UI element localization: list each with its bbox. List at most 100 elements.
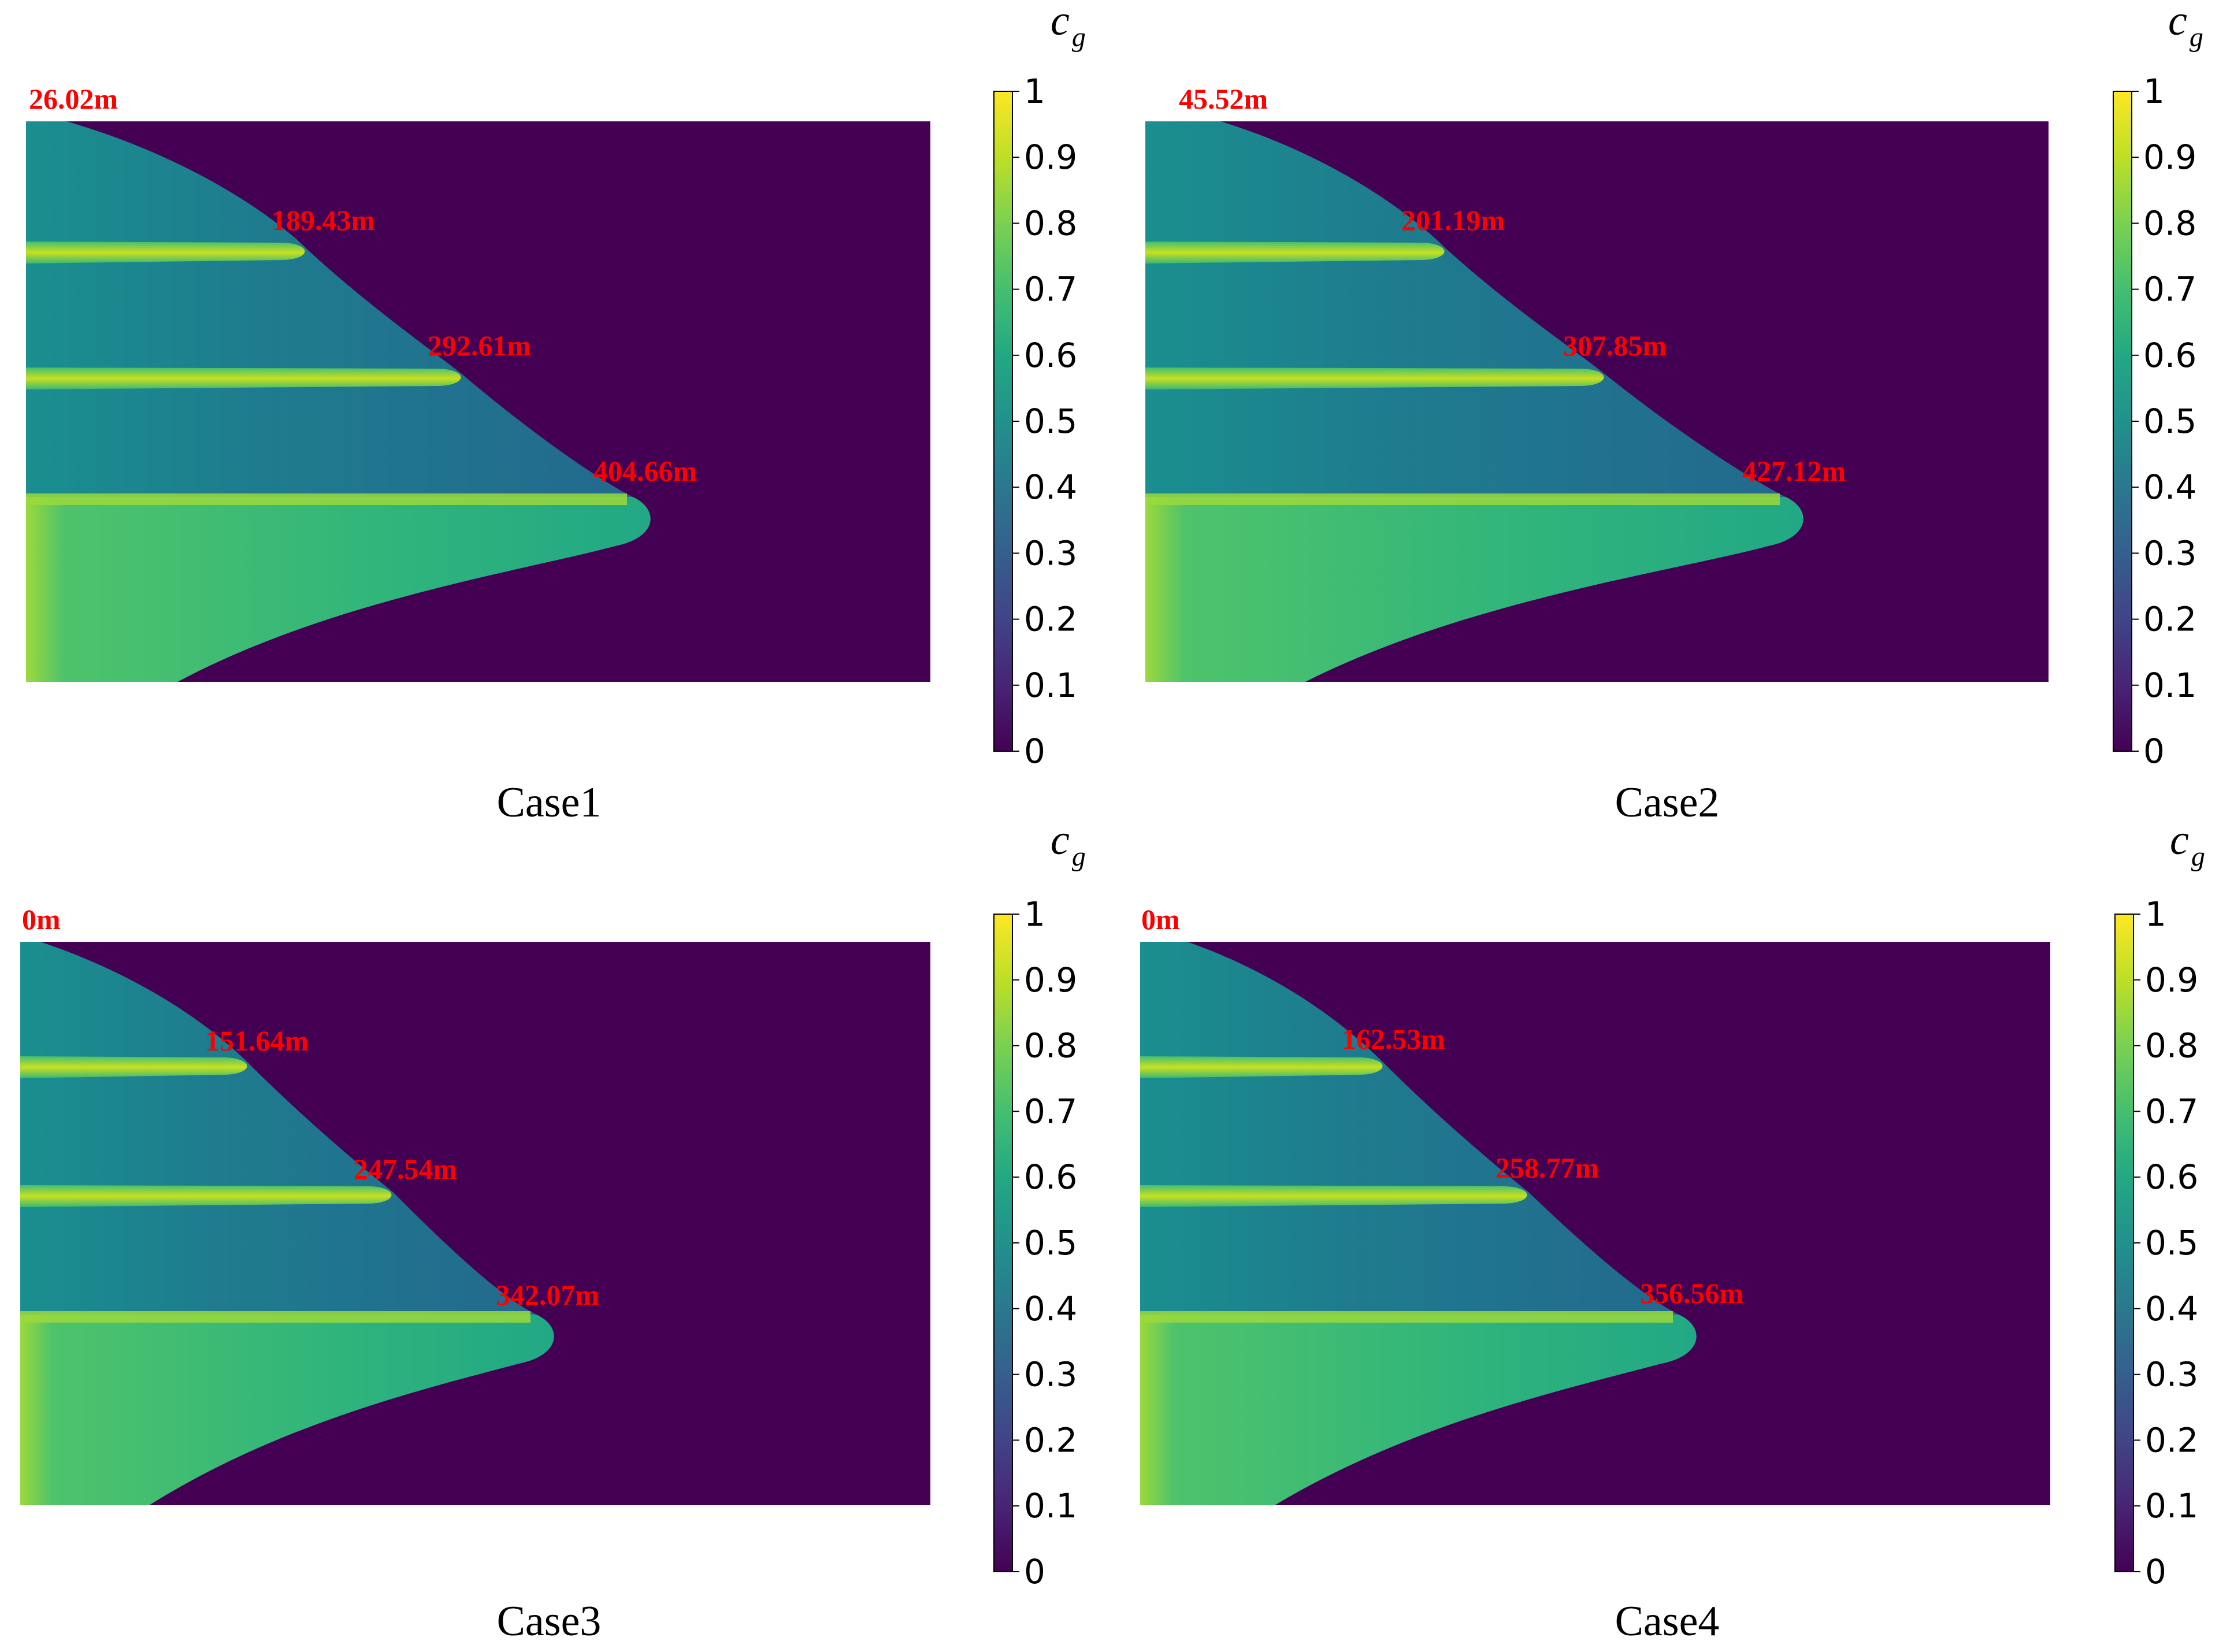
- colorbar-tick-label: 0.7: [2145, 1092, 2198, 1131]
- annotation-3: 292.61m: [428, 329, 531, 362]
- colorbar-tick-label: 1: [2145, 894, 2166, 934]
- bright-stripe-3: [1145, 493, 1780, 505]
- colorbar-label: cg: [2170, 816, 2205, 872]
- bright-stripe-3: [20, 1311, 530, 1323]
- annotation-3: 258.77m: [1496, 1152, 1599, 1184]
- annotation-2: 162.53m: [1342, 1023, 1445, 1055]
- colorbar-tick-label: 0.3: [2143, 533, 2196, 573]
- annotation-1: 26.02m: [29, 83, 118, 115]
- colorbar-label: cg: [2168, 0, 2203, 53]
- colorbar-label: cg: [1051, 816, 1086, 872]
- bright-stripe-2: [1145, 367, 1604, 389]
- panel-case2: 45.52m201.19m307.85m427.12mCase200.10.20…: [1145, 0, 2203, 826]
- colorbar-tick-label: 0.8: [1024, 1026, 1077, 1066]
- colorbar: 0 0.1 0.2 0.3 0.4 0.5 0.6 0.7 0.8 0.9 1cg: [993, 816, 1086, 1591]
- panel-title: Case4: [1615, 1598, 1720, 1645]
- annotation-2: 151.64m: [205, 1024, 309, 1057]
- colorbar-tick-label: 0.4: [2145, 1289, 2198, 1328]
- colorbar-tick-label: 0.1: [2145, 1486, 2198, 1525]
- annotation-1: 45.52m: [1179, 83, 1268, 115]
- colorbar-tick-label: 0.5: [1024, 1223, 1077, 1263]
- colorbar-tick-label: 1: [2143, 72, 2165, 111]
- colorbar-tick-label: 0.2: [2143, 600, 2196, 639]
- annotation-3: 247.54m: [354, 1153, 457, 1185]
- annotation-1: 0m: [1141, 903, 1180, 935]
- colorbar-gradient: [993, 914, 1013, 1572]
- region-high-value: [26, 497, 651, 682]
- region-high-value: [1145, 497, 1804, 682]
- colorbar-tick-label: 1: [1024, 72, 1045, 111]
- annotation-4: 404.66m: [593, 455, 697, 487]
- bright-stripe-1: [26, 242, 305, 263]
- annotation-1: 0m: [22, 903, 61, 935]
- colorbar-tick-label: 0.2: [1024, 1420, 1077, 1460]
- colorbar-tick-label: 0.8: [2145, 1026, 2198, 1066]
- colorbar-tick-label: 0.3: [1024, 533, 1077, 573]
- panel-title: Case3: [497, 1598, 602, 1645]
- bright-stripe-3: [26, 493, 627, 505]
- colorbar-tick-label: 0.6: [2145, 1157, 2198, 1197]
- colorbar-tick-label: 0.1: [1024, 1486, 1077, 1525]
- colorbar-tick-label: 0.7: [2143, 270, 2196, 309]
- region-mid-value: [1145, 121, 1786, 497]
- bright-stripe-1: [1140, 1056, 1383, 1078]
- colorbar-tick-label: 0.4: [1024, 1289, 1077, 1328]
- annotation-4: 427.12m: [1742, 455, 1846, 487]
- panel-title: Case2: [1615, 779, 1720, 826]
- annotation-4: 342.07m: [496, 1279, 599, 1311]
- colorbar-tick-label: 0.5: [2145, 1223, 2198, 1263]
- region-high-value: [1140, 1315, 1697, 1505]
- panel-title: Case1: [497, 779, 602, 826]
- colorbar-tick-label: 0.3: [1024, 1355, 1077, 1394]
- colorbar-label-subscript: g: [2190, 22, 2203, 53]
- colorbar-tick-label: 0.8: [1024, 203, 1077, 243]
- annotation-2: 201.19m: [1401, 204, 1505, 236]
- colorbar-tick-label: 0.7: [1024, 270, 1077, 309]
- panel-case4: 0m 162.53m 258.77m 356.56m Case4 0 0.1 0.2 0.3 0.…: [1140, 816, 2205, 1645]
- colorbar-tick-label: 0.5: [1024, 402, 1077, 441]
- annotation-2: 189.43m: [272, 204, 375, 236]
- colorbar: 0 0.1 0.2 0.3 0.4 0.5 0.6 0.7 0.8 0.9 1cg: [993, 0, 1086, 771]
- colorbar-tick-label: 0.8: [2143, 203, 2196, 243]
- bright-stripe-2: [1140, 1185, 1527, 1207]
- colorbar-label: cg: [1051, 0, 1086, 53]
- bright-stripe-2: [20, 1185, 392, 1207]
- colorbar-tick-label: 0: [1024, 732, 1045, 771]
- bright-stripe-1: [1145, 242, 1445, 263]
- colorbar: 0 0.1 0.2 0.3 0.4 0.5 0.6 0.7 0.8 0.9 1cg: [2113, 0, 2203, 771]
- colorbar-tick-label: 1: [1024, 894, 1045, 934]
- colorbar-tick-label: 0.9: [2145, 960, 2198, 1000]
- colorbar-tick-label: 0.5: [2143, 402, 2196, 441]
- colorbar-tick-label: 0: [2145, 1552, 2166, 1591]
- colorbar-label-subscript: g: [1072, 841, 1086, 872]
- colorbar-tick-label: 0.6: [1024, 1157, 1077, 1197]
- annotation-3: 307.85m: [1563, 329, 1667, 362]
- colorbar-tick-label: 0: [2143, 732, 2165, 771]
- region-mid-value: [1140, 942, 1679, 1315]
- colorbar-tick-label: 0.9: [1024, 960, 1077, 1000]
- colorbar-tick-label: 0.9: [1024, 138, 1077, 177]
- region-mid-value: [26, 121, 633, 497]
- colorbar-tick-label: 0.6: [2143, 336, 2196, 375]
- colorbar: 0 0.1 0.2 0.3 0.4 0.5 0.6 0.7 0.8 0.9 1cg: [2114, 816, 2205, 1591]
- colorbar-gradient: [993, 91, 1013, 752]
- colorbar-tick-label: 0.4: [1024, 467, 1077, 507]
- colorbar-label-subscript: g: [1072, 22, 1086, 53]
- colorbar-label-subscript: g: [2191, 841, 2205, 872]
- colorbar-tick-label: 0.3: [2145, 1355, 2198, 1394]
- colorbar-tick-label: 0.7: [1024, 1092, 1077, 1131]
- colorbar-tick-label: 0.9: [2143, 138, 2196, 177]
- annotation-4: 356.56m: [1640, 1277, 1743, 1309]
- colorbar-tick-label: 0.1: [1024, 666, 1077, 705]
- bright-stripe-3: [1140, 1311, 1673, 1323]
- colorbar-gradient: [2113, 91, 2132, 752]
- colorbar-tick-label: 0.6: [1024, 336, 1077, 375]
- bright-stripe-2: [26, 367, 461, 389]
- colorbar-tick-label: 0.4: [2143, 467, 2196, 507]
- colorbar-tick-label: 0: [1024, 1552, 1045, 1591]
- panel-case1: 26.02m189.43m292.61m404.66mCase100.10.20…: [26, 0, 1086, 826]
- colorbar-tick-label: 0.2: [1024, 600, 1077, 639]
- region-mid-value: [20, 942, 536, 1315]
- panel-case3: 0m 151.64m 247.54m 342.07m Case3 0 0.1 0.2 0.3 0.…: [20, 816, 1086, 1645]
